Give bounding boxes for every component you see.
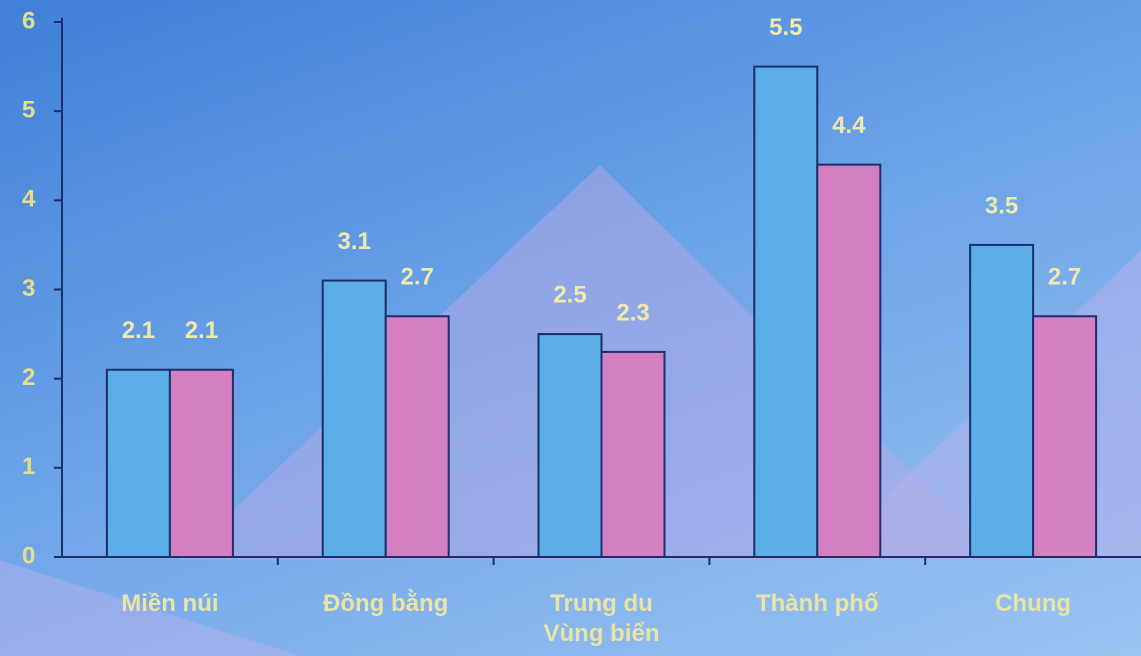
x-tick-label: Chung <box>995 590 1072 617</box>
background-shape <box>0 560 300 656</box>
bar <box>1032 315 1098 558</box>
bar <box>321 279 387 558</box>
x-tick-label: Miền núi <box>121 590 219 617</box>
y-tick-label: 3 <box>22 275 35 302</box>
bar <box>168 368 234 558</box>
bar <box>969 243 1035 559</box>
bar <box>537 333 603 559</box>
bar <box>105 368 171 558</box>
data-label: 2.1 <box>122 317 155 344</box>
y-tick-label: 2 <box>22 364 35 391</box>
x-tick-label: Thành phố <box>755 590 879 617</box>
y-tick-label: 1 <box>22 453 35 480</box>
y-tick-label: 5 <box>22 97 35 124</box>
data-label: 2.5 <box>553 281 586 308</box>
data-label: 2.7 <box>1048 264 1081 291</box>
data-label: 2.7 <box>401 264 434 291</box>
data-label: 2.1 <box>185 317 218 344</box>
bar <box>753 65 819 558</box>
bar <box>384 315 450 558</box>
data-label: 3.5 <box>985 192 1018 219</box>
bar <box>600 350 666 558</box>
data-label: 4.4 <box>832 112 866 139</box>
y-tick-label: 0 <box>22 542 35 569</box>
y-tick-label: 4 <box>22 186 36 213</box>
x-tick-label: Trung du Vùng biển <box>543 590 660 647</box>
x-tick-label: Đồng bằng <box>323 590 449 617</box>
data-label: 3.1 <box>338 228 371 255</box>
bar <box>816 163 882 559</box>
y-tick-label: 6 <box>22 7 35 34</box>
data-label: 2.3 <box>616 299 649 326</box>
data-label: 5.5 <box>769 14 802 41</box>
